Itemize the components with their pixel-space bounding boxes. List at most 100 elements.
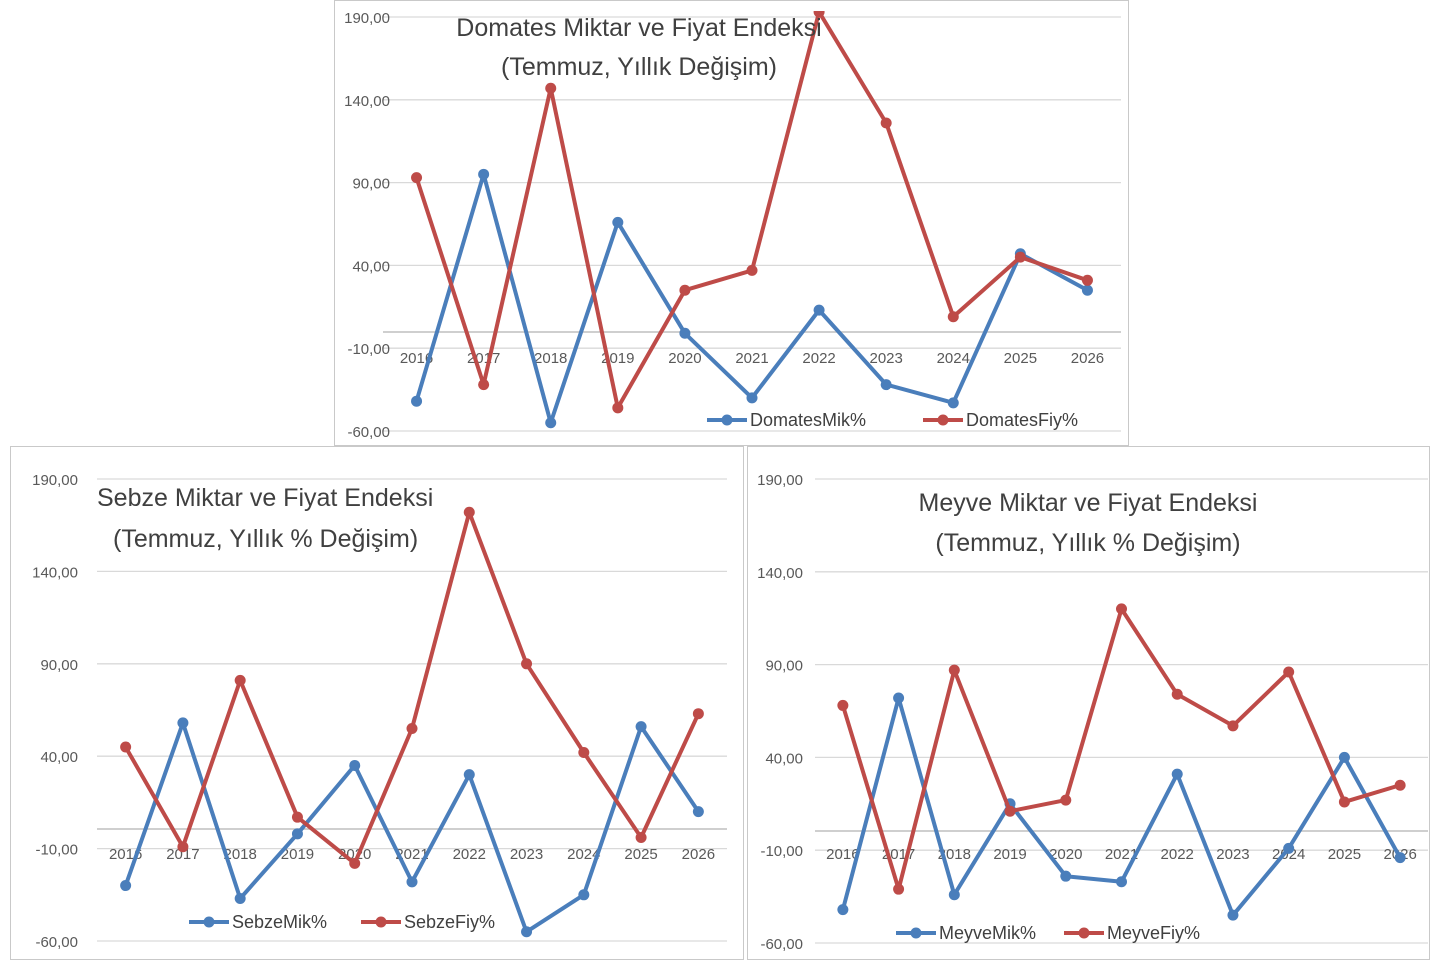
chart-subtitle: (Temmuz, Yıllık Değişim) [501, 53, 777, 81]
meyve-chart-panel: 190,00 140,00 90,00 40,00 -10,00 -60,00 2016 20… [747, 446, 1430, 960]
data-point [291, 811, 303, 823]
data-point [1081, 284, 1093, 296]
data-point [406, 876, 418, 888]
data-point [880, 379, 892, 391]
data-point [880, 117, 892, 129]
data-point [837, 904, 849, 916]
x-tick-label: 2018 [223, 846, 256, 863]
data-point [291, 828, 303, 840]
x-tick-label: 2025 [1328, 846, 1361, 863]
data-point [406, 722, 418, 734]
data-point [1060, 794, 1072, 806]
chart-title: Meyve Miktar ve Fiyat Endeksi [918, 489, 1258, 517]
data-point [578, 747, 590, 759]
data-point [1081, 274, 1093, 286]
x-tick-label: 2021 [395, 846, 428, 863]
legend-swatch-marker [910, 927, 922, 939]
domates-chart-panel: 190,00 140,00 90,00 40,00 -10,00 -60,00 2016 20… [334, 0, 1129, 446]
data-point [948, 664, 960, 676]
plot-area [120, 506, 704, 938]
y-tick-label: -60,00 [347, 424, 390, 441]
data-point [1338, 796, 1350, 808]
legend-label: DomatesMik% [750, 410, 866, 430]
y-tick-label: -60,00 [760, 936, 803, 953]
data-point [545, 82, 557, 94]
legend-swatch-marker [203, 916, 215, 928]
x-tick-label: 2016 [826, 846, 859, 863]
data-point [813, 11, 825, 18]
legend-label: SebzeMik% [232, 912, 327, 932]
data-point [234, 674, 246, 686]
data-point [1171, 768, 1183, 780]
series-line [414, 172, 1089, 425]
legend-label: MeyveMik% [939, 923, 1036, 943]
data-point [947, 311, 959, 323]
y-tick-label: 190,00 [757, 472, 803, 489]
x-tick-label: 2023 [1216, 846, 1249, 863]
data-point [478, 168, 490, 180]
data-point [679, 284, 691, 296]
y-tick-label: -10,00 [347, 341, 390, 358]
data-point [1227, 720, 1239, 732]
data-point [1116, 603, 1127, 615]
x-tick-label: 2020 [1049, 846, 1082, 863]
data-point [578, 889, 590, 901]
data-point [1060, 870, 1072, 882]
x-tick-label: 2023 [510, 846, 543, 863]
x-tick-label: 2022 [1161, 846, 1194, 863]
legend-label: MeyveFiy% [1107, 923, 1200, 943]
x-tick-label: 2021 [1105, 846, 1138, 863]
y-tick-label: 90,00 [40, 657, 78, 674]
data-point [612, 402, 624, 414]
data-point [679, 327, 691, 339]
domates-chart-svg: 190,00 140,00 90,00 40,00 -10,00 -60,00 2016 20… [344, 10, 1121, 441]
data-point [893, 692, 905, 704]
data-point [463, 506, 475, 518]
data-point [1116, 876, 1127, 888]
x-tick-label: 2024 [937, 350, 970, 367]
y-tick-label: 40,00 [40, 749, 78, 766]
y-tick-label: 40,00 [765, 750, 803, 767]
y-tick-label: 140,00 [344, 93, 390, 110]
x-tick-label: 2025 [624, 846, 657, 863]
legend-swatch-marker [937, 414, 949, 426]
chart-title: Domates Miktar ve Fiyat Endeksi [456, 14, 822, 42]
y-tick-label: 40,00 [352, 258, 390, 275]
data-point [1283, 666, 1295, 678]
data-point [1004, 805, 1016, 817]
data-point [521, 926, 533, 938]
y-tick-label: -60,00 [35, 934, 78, 951]
y-tick-label: 190,00 [32, 472, 78, 489]
data-point [1171, 688, 1183, 700]
legend-swatch-marker [375, 916, 387, 928]
legend-swatch-marker [1078, 927, 1090, 939]
plot-area [837, 603, 1406, 921]
data-point [349, 759, 361, 771]
data-point [411, 395, 423, 407]
y-tick-label: 140,00 [32, 564, 78, 581]
y-tick-label: 190,00 [344, 10, 390, 27]
data-point [120, 741, 132, 753]
x-tick-label: 2020 [668, 350, 701, 367]
data-point [692, 806, 704, 818]
x-tick-label: 2019 [993, 846, 1026, 863]
data-point [635, 832, 647, 844]
data-point [234, 892, 246, 904]
x-tick-label: 2019 [281, 846, 314, 863]
legend-swatch-marker [721, 414, 733, 426]
data-point [746, 264, 758, 276]
chart-subtitle: (Temmuz, Yıllık % Değişim) [935, 529, 1241, 557]
x-tick-label: 2026 [1071, 350, 1104, 367]
data-point [813, 304, 825, 316]
x-tick-label: 2022 [453, 846, 486, 863]
x-tick-label: 2016 [400, 350, 433, 367]
x-tick-label: 2024 [567, 846, 600, 863]
chart-title: Sebze Miktar ve Fiyat Endeksi [97, 484, 434, 512]
x-tick-label: 2017 [166, 846, 199, 863]
data-point [692, 708, 704, 720]
series-line [123, 720, 701, 934]
data-point [837, 699, 849, 711]
data-point [411, 172, 423, 184]
data-point [1394, 852, 1406, 864]
data-point [947, 397, 959, 409]
